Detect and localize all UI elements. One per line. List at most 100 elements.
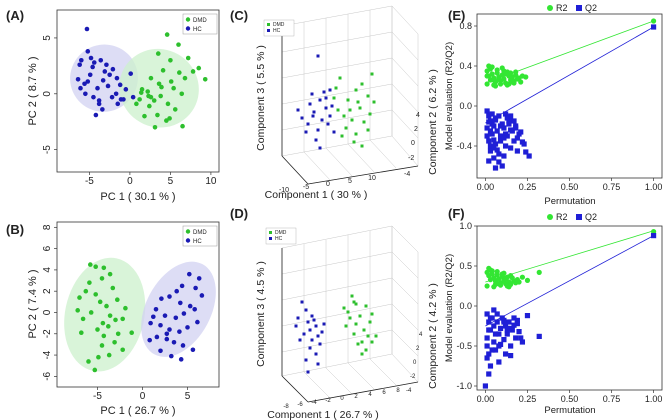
- f-point-r2: [496, 281, 502, 287]
- b-point-dmd: [80, 316, 86, 322]
- panel-d-ytick: 4: [419, 332, 423, 338]
- c-point-hc: [322, 90, 326, 94]
- b-point-dmd: [83, 288, 89, 294]
- panel-a-legend-hc: HC: [193, 27, 202, 33]
- b-point-hc: [173, 315, 179, 321]
- b-point-hc: [187, 271, 192, 277]
- e-point-q2: [526, 153, 532, 159]
- c-point-dmd: [360, 82, 364, 86]
- f-point-q2: [650, 233, 657, 239]
- b-point-dmd: [112, 339, 117, 345]
- panel-c-grid: [281, 5, 419, 185]
- panel-d-xticks: -8 -6 -4 -2 0 2 4 6 8: [283, 388, 400, 410]
- panel-e-legend-r2: R2: [556, 3, 568, 13]
- f-xtick-label: 0.00: [477, 394, 495, 404]
- e-xtick-label: 0.50: [561, 182, 579, 192]
- e-point-r2: [502, 71, 509, 77]
- d-point-dmd: [360, 340, 364, 344]
- e-point-q2: [501, 125, 507, 131]
- e-point-q2: [511, 118, 517, 124]
- f-point-q2: [484, 335, 490, 341]
- b-point-hc: [180, 343, 186, 348]
- panel-c-axes: [281, 26, 419, 185]
- c-point-dmd: [348, 108, 352, 112]
- e-point-q2: [491, 155, 497, 161]
- e-point-r2: [497, 81, 504, 87]
- f-ytick-label: -1.0: [456, 381, 472, 391]
- d-point-hc: [314, 324, 318, 328]
- f-xtick-label: 0.50: [561, 394, 579, 404]
- c-point-hc: [300, 116, 304, 120]
- f-xtick-label: 1.00: [645, 394, 663, 404]
- c-point-hc: [324, 106, 328, 110]
- panel-f-ylabel: Model evaluation (R2/Q2): [444, 254, 455, 362]
- d-point-dmd: [364, 348, 368, 352]
- b-point-hc: [179, 283, 185, 289]
- f-point-q2: [496, 359, 502, 365]
- panel-d-legend-hc-marker: [269, 237, 272, 240]
- b-xtick-label: 0: [140, 391, 146, 402]
- panel-d-zlabel: Component 3 ( 4.5 % ): [255, 261, 267, 367]
- c-point-hc: [326, 122, 330, 126]
- b-point-dmd: [100, 320, 106, 326]
- d-point-hc: [312, 318, 316, 322]
- f-point-q2: [513, 335, 519, 341]
- f-point-q2: [494, 319, 500, 325]
- panel-c-xtick: -10: [279, 187, 289, 194]
- a-point-dmd: [172, 107, 178, 112]
- c-point-hc: [318, 146, 322, 150]
- c-point-hc: [328, 114, 332, 118]
- e-point-q2: [650, 24, 657, 30]
- d-point-dmd: [370, 340, 374, 344]
- panel-e-legend-q2-marker: [576, 5, 582, 11]
- f-point-q2: [506, 319, 512, 325]
- d-point-dmd: [364, 304, 368, 308]
- a-point-hc: [82, 81, 87, 87]
- panel-e-xlabel: Permutation: [544, 196, 595, 207]
- panel-c-xtick: -5: [303, 184, 309, 191]
- d-point-hc: [308, 328, 312, 332]
- c-point-hc: [320, 118, 324, 122]
- e-point-q2: [521, 141, 527, 147]
- e-point-r2: [509, 79, 515, 85]
- panel-label-c: (C): [230, 8, 248, 23]
- a-point-dmd: [147, 103, 152, 109]
- e-point-q2: [492, 117, 499, 123]
- e-point-q2: [489, 111, 495, 117]
- e-point-q2: [487, 143, 494, 149]
- panel-d-xtick: -4: [311, 400, 317, 406]
- a-point-hc: [96, 98, 102, 103]
- f-point-q2: [516, 329, 522, 335]
- f-line-r2: [485, 230, 654, 283]
- b-point-dmd: [87, 280, 92, 285]
- panel-e-ylabel: Model evaluation (R2/Q2): [444, 42, 455, 150]
- f-point-q2: [524, 313, 531, 319]
- c-point-dmd: [370, 72, 374, 76]
- b-point-dmd: [120, 316, 125, 322]
- d-point-hc: [294, 324, 298, 328]
- b-point-hc: [195, 319, 200, 325]
- panel-d-ylabel: Component 2 ( 4.2 % ): [427, 283, 439, 389]
- f-point-q2: [536, 333, 542, 339]
- b-point-hc: [178, 357, 184, 362]
- panel-b-ylabel: PC 2 ( 7.4 % ): [27, 269, 39, 338]
- b-point-hc: [164, 331, 170, 337]
- b-point-dmd: [93, 292, 98, 297]
- f-point-q2: [496, 343, 502, 349]
- b-point-dmd: [75, 308, 80, 313]
- e-point-q2: [499, 163, 505, 169]
- b-point-hc: [192, 306, 197, 312]
- f-point-q2: [501, 337, 507, 343]
- f-point-q2: [484, 343, 490, 349]
- a-point-hc: [75, 76, 81, 82]
- a-point-hc: [95, 85, 100, 91]
- panel-c-legend-hc-marker: [267, 29, 270, 32]
- panel-c-legend-dmd-marker: [267, 23, 270, 26]
- e-point-q2: [506, 118, 512, 124]
- e-point-q2: [496, 159, 502, 165]
- e-point-q2: [487, 128, 494, 134]
- panel-d-xlabel: Component 1 ( 26.7 % ): [267, 409, 378, 420]
- a-point-hc: [118, 97, 124, 102]
- a-point-dmd: [155, 51, 161, 56]
